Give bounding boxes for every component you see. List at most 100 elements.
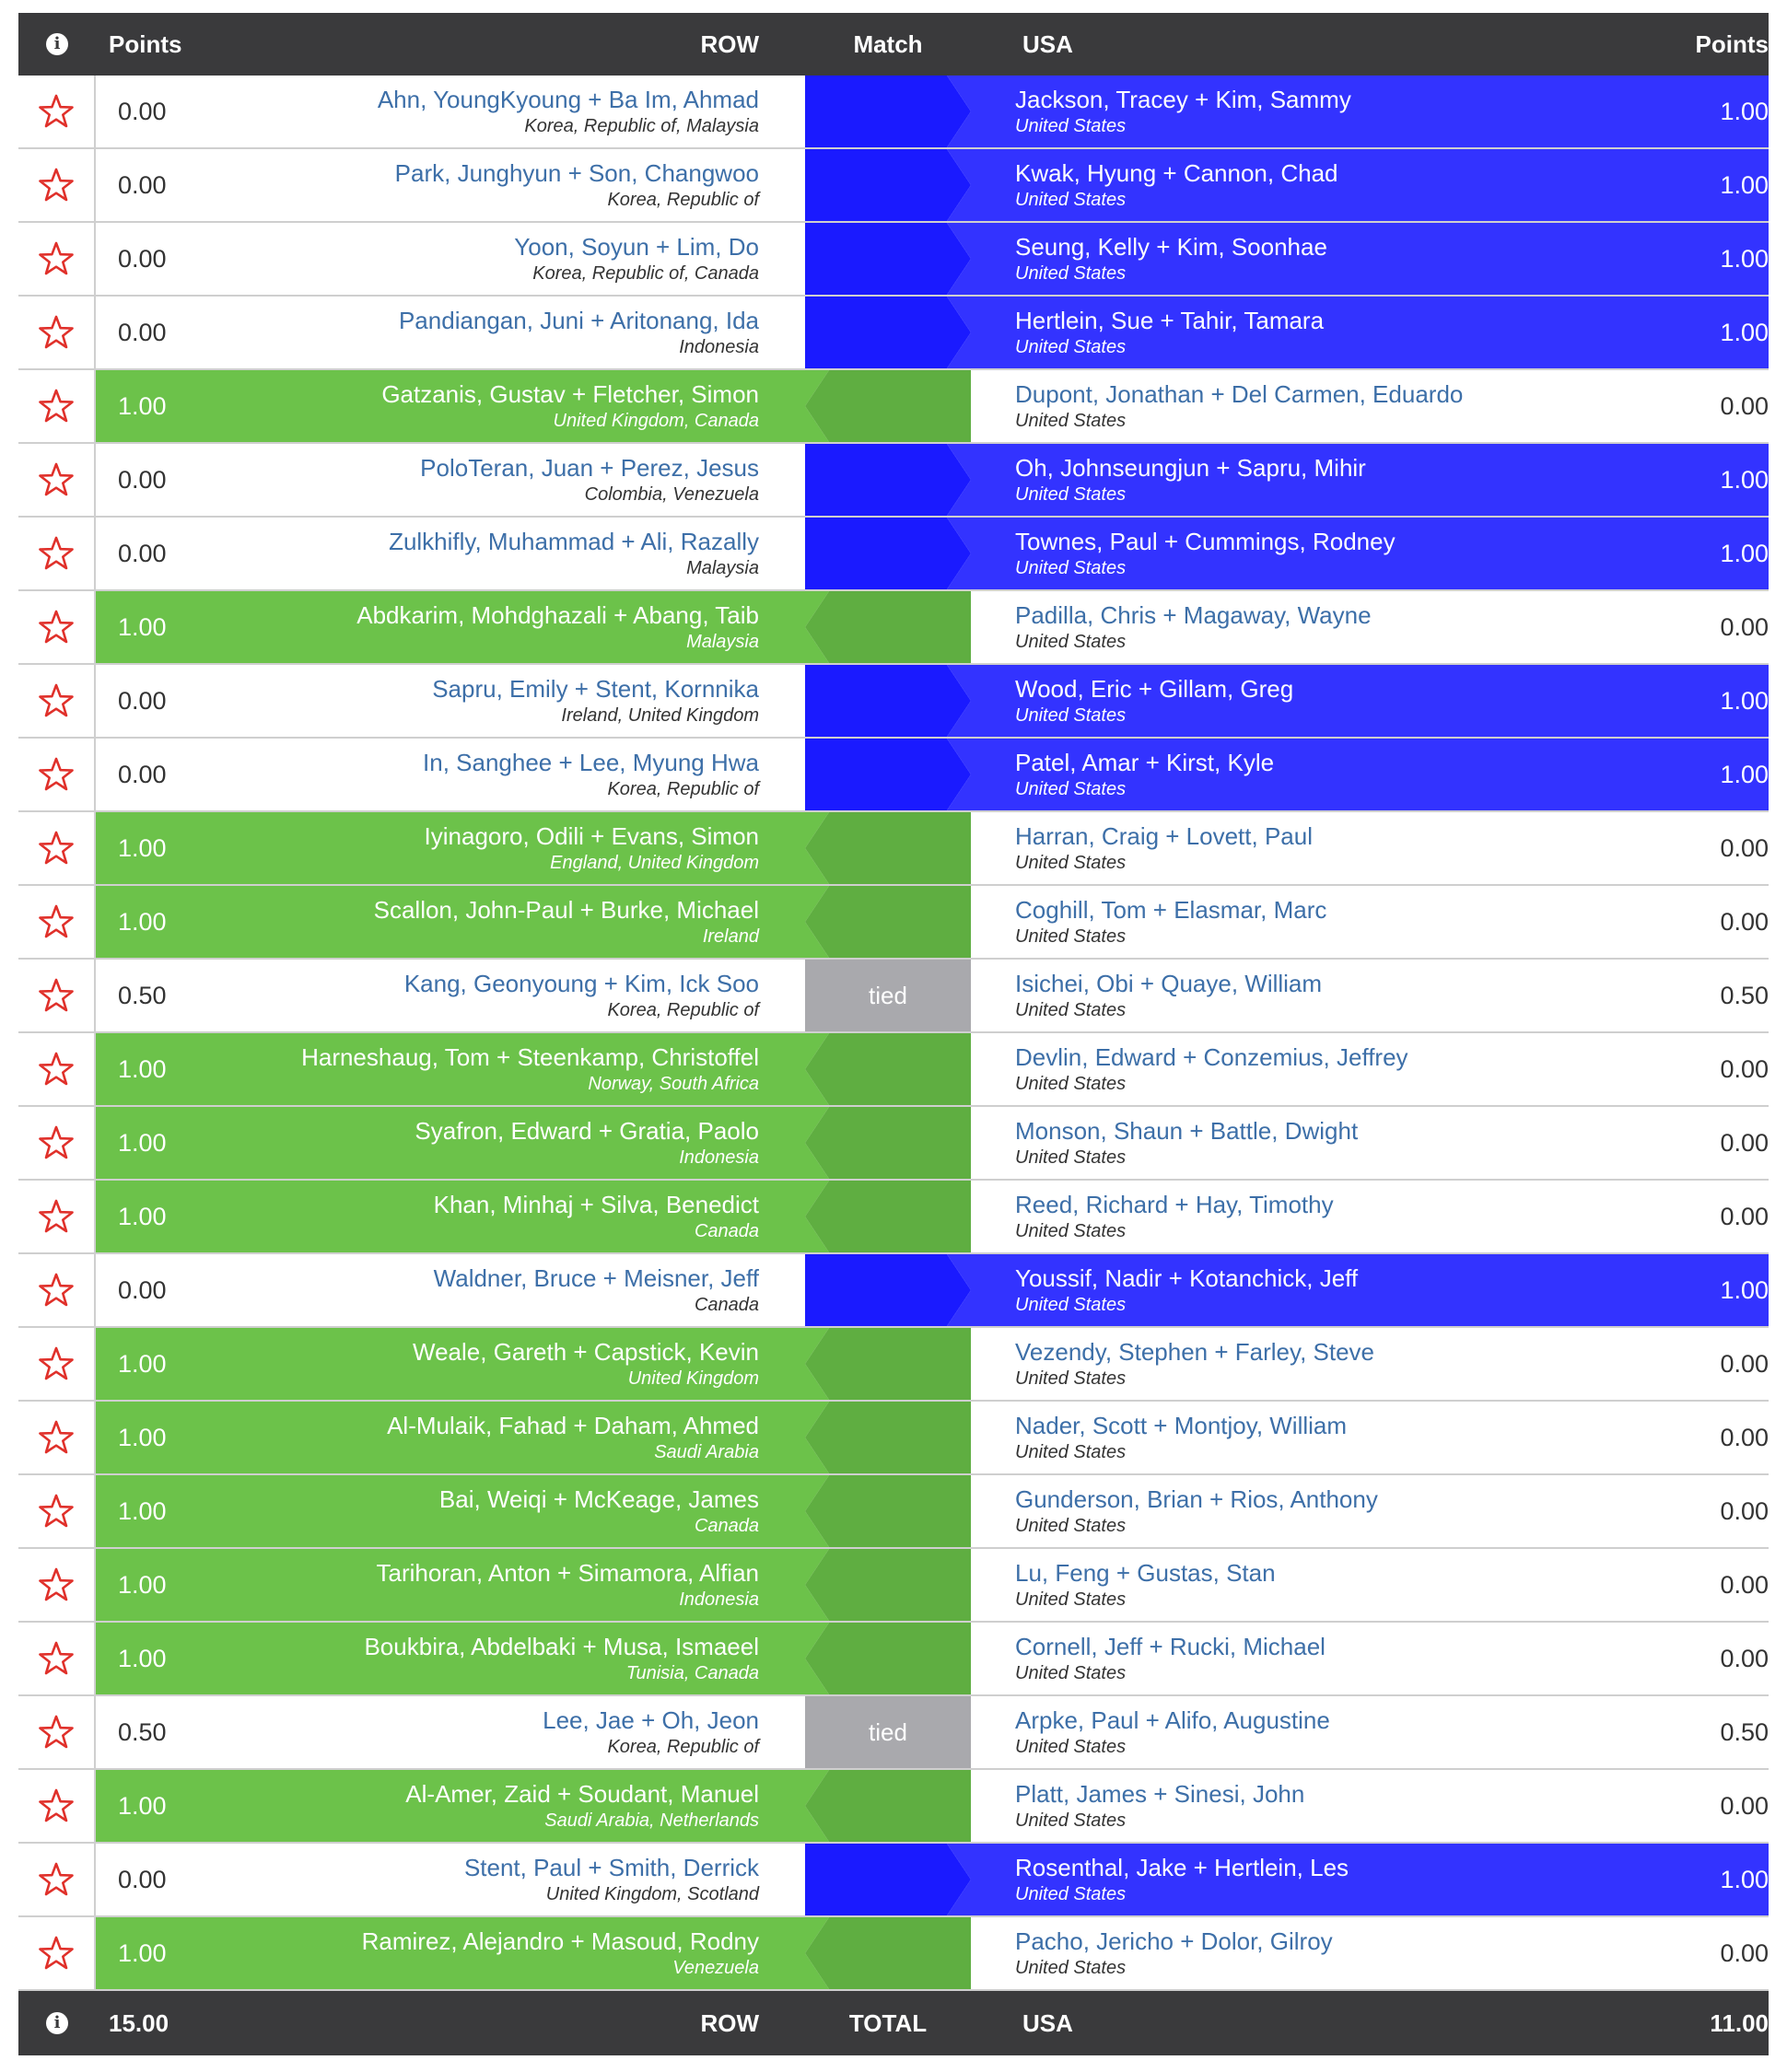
row-team-link[interactable]: Harneshaug, Tom + Steenkamp, Christoffel (301, 1043, 759, 1071)
row-team-link[interactable]: In, Sanghee + Lee, Myung Hwa (423, 749, 759, 776)
row-points: 1.00 (118, 1423, 167, 1451)
info-icon[interactable]: i (46, 2012, 68, 2034)
star-icon[interactable] (38, 830, 75, 867)
star-icon[interactable] (38, 1272, 75, 1309)
star-icon[interactable] (38, 1861, 75, 1898)
usa-team-link[interactable]: Gunderson, Brian + Rios, Anthony (1015, 1485, 1378, 1513)
tied-label: tied (869, 981, 907, 1009)
usa-team-link[interactable]: Youssif, Nadir + Kotanchick, Jeff (1015, 1264, 1359, 1292)
row-team-link[interactable]: Kang, Geonyoung + Kim, Ick Soo (403, 970, 759, 997)
star-icon[interactable] (38, 1714, 75, 1751)
row-team-link[interactable]: Park, Junghyun + Son, Changwoo (394, 159, 759, 187)
row-team-link[interactable]: Gatzanis, Gustav + Fletcher, Simon (381, 380, 759, 408)
usa-team-link[interactable]: Pacho, Jericho + Dolor, Gilroy (1015, 1927, 1333, 1955)
row-team-country: Ireland (702, 926, 759, 947)
star-icon[interactable] (38, 93, 75, 130)
usa-team-link[interactable]: Padilla, Chris + Magaway, Wayne (1015, 601, 1372, 629)
star-icon[interactable] (38, 609, 75, 646)
star-icon[interactable] (38, 903, 75, 940)
usa-team-link[interactable]: Dupont, Jonathan + Del Carmen, Eduardo (1015, 380, 1464, 408)
row-team-link[interactable]: Tarihoran, Anton + Simamora, Alfian (376, 1559, 759, 1587)
row-team-link[interactable]: Ahn, YoungKyoung + Ba Im, Ahmad (377, 86, 759, 113)
star-icon[interactable] (38, 1935, 75, 1972)
row-team-link[interactable]: Lee, Jae + Oh, Jeon (543, 1706, 759, 1734)
usa-points: 1.00 (1720, 1865, 1769, 1893)
star-icon[interactable] (38, 167, 75, 204)
star-icon[interactable] (38, 1124, 75, 1161)
usa-team-link[interactable]: Jackson, Tracey + Kim, Sammy (1015, 86, 1351, 113)
usa-team-link[interactable]: Lu, Feng + Gustas, Stan (1015, 1559, 1276, 1587)
star-icon[interactable] (38, 388, 75, 425)
usa-team-link[interactable]: Townes, Paul + Cummings, Rodney (1015, 528, 1396, 555)
usa-team-country: United States (1015, 705, 1127, 726)
row-team-cell: Gatzanis, Gustav + Fletcher, Simon United… (206, 370, 805, 442)
row-team-link[interactable]: Zulkhifly, Muhammad + Ali, Razally (389, 528, 759, 555)
star-icon[interactable] (38, 1787, 75, 1824)
row-team-link[interactable]: Al-Amer, Zaid + Soudant, Manuel (405, 1780, 759, 1808)
row-team-link[interactable]: Bai, Weiqi + McKeage, James (438, 1485, 759, 1513)
usa-team-cell: Dupont, Jonathan + Del Carmen, Eduardo Un… (971, 370, 1524, 442)
star-icon[interactable] (38, 1566, 75, 1603)
star-icon[interactable] (38, 1198, 75, 1235)
row-side: 1.00 Iyinagoro, Odili + Evans, Simon Engla… (96, 812, 805, 884)
star-icon[interactable] (38, 535, 75, 572)
star-icon[interactable] (38, 240, 75, 277)
row-team-link[interactable]: Al-Mulaik, Fahad + Daham, Ahmed (387, 1412, 759, 1439)
usa-team-link[interactable]: Nader, Scott + Montjoy, William (1015, 1412, 1348, 1439)
favorite-cell (18, 444, 96, 516)
table-row: 0.00 Zulkhifly, Muhammad + Ali, Razally Ma… (18, 518, 1769, 591)
usa-team-link[interactable]: Cornell, Jeff + Rucki, Michael (1015, 1633, 1326, 1660)
row-team-link[interactable]: Syafron, Edward + Gratia, Paolo (415, 1117, 759, 1145)
match-result-cell (805, 1328, 971, 1400)
row-team-link[interactable]: Stent, Paul + Smith, Derrick (463, 1854, 759, 1881)
star-icon[interactable] (38, 1493, 75, 1530)
row-team-link[interactable]: PoloTeran, Juan + Perez, Jesus (420, 454, 759, 482)
usa-side: Monson, Shaun + Battle, Dwight United Sta… (971, 1107, 1769, 1179)
usa-team-link[interactable]: Hertlein, Sue + Tahir, Tamara (1015, 307, 1325, 334)
row-team-link[interactable]: Waldner, Bruce + Meisner, Jeff (433, 1264, 759, 1292)
row-team-link[interactable]: Khan, Minhaj + Silva, Benedict (433, 1191, 759, 1218)
usa-team-link[interactable]: Devlin, Edward + Conzemius, Jeffrey (1015, 1043, 1408, 1071)
row-team-link[interactable]: Pandiangan, Juni + Aritonang, Ida (398, 307, 759, 334)
star-icon[interactable] (38, 977, 75, 1014)
usa-team-link[interactable]: Seung, Kelly + Kim, Soonhae (1015, 233, 1327, 261)
usa-team-link[interactable]: Platt, James + Sinesi, John (1015, 1780, 1305, 1808)
usa-side: Wood, Eric + Gillam, Greg United States 1.… (971, 665, 1769, 737)
usa-team-link[interactable]: Kwak, Hyung + Cannon, Chad (1015, 159, 1338, 187)
row-team-link[interactable]: Yoon, Soyun + Lim, Do (514, 233, 759, 261)
match-result-cell (805, 1770, 971, 1842)
row-team-link[interactable]: Abdkarim, Mohdghazali + Abang, Taib (356, 601, 759, 629)
info-icon[interactable]: i (46, 33, 68, 55)
usa-team-link[interactable]: Patel, Amar + Kirst, Kyle (1015, 749, 1275, 776)
star-icon[interactable] (38, 756, 75, 793)
arrow-left-icon (805, 812, 971, 884)
star-icon[interactable] (38, 1640, 75, 1677)
usa-team-link[interactable]: Harran, Craig + Lovett, Paul (1015, 822, 1313, 850)
row-team-link[interactable]: Weale, Gareth + Capstick, Kevin (413, 1338, 759, 1366)
usa-points: 0.00 (1720, 1128, 1769, 1157)
usa-team-link[interactable]: Vezendy, Stephen + Farley, Steve (1015, 1338, 1374, 1366)
star-icon[interactable] (38, 1419, 75, 1456)
usa-team-link[interactable]: Reed, Richard + Hay, Timothy (1015, 1191, 1334, 1218)
match-result-cell (805, 665, 971, 737)
row-team-country: Korea, Republic of (607, 779, 759, 799)
star-icon[interactable] (38, 682, 75, 719)
usa-team-link[interactable]: Oh, Johnseungjun + Sapru, Mihir (1015, 454, 1366, 482)
star-icon[interactable] (38, 314, 75, 351)
star-icon[interactable] (38, 461, 75, 498)
row-team-link[interactable]: Iyinagoro, Odili + Evans, Simon (424, 822, 759, 850)
row-team-link[interactable]: Scallon, John-Paul + Burke, Michael (373, 896, 759, 924)
star-icon[interactable] (38, 1051, 75, 1088)
usa-team-link[interactable]: Arpke, Paul + Alifo, Augustine (1015, 1706, 1330, 1734)
row-team-link[interactable]: Boukbira, Abdelbaki + Musa, Ismaeel (364, 1633, 759, 1660)
row-team-link[interactable]: Ramirez, Alejandro + Masoud, Rodny (361, 1927, 759, 1955)
row-team-link[interactable]: Sapru, Emily + Stent, Kornnika (432, 675, 759, 703)
usa-team-link[interactable]: Monson, Shaun + Battle, Dwight (1015, 1117, 1359, 1145)
usa-team-link[interactable]: Isichei, Obi + Quaye, William (1015, 970, 1323, 997)
usa-team-link[interactable]: Rosenthal, Jake + Hertlein, Les (1015, 1854, 1349, 1881)
favorite-cell (18, 370, 96, 442)
row-team-country: Ireland, United Kingdom (561, 705, 759, 726)
star-icon[interactable] (38, 1345, 75, 1382)
usa-team-link[interactable]: Wood, Eric + Gillam, Greg (1015, 675, 1294, 703)
usa-team-link[interactable]: Coghill, Tom + Elasmar, Marc (1015, 896, 1327, 924)
